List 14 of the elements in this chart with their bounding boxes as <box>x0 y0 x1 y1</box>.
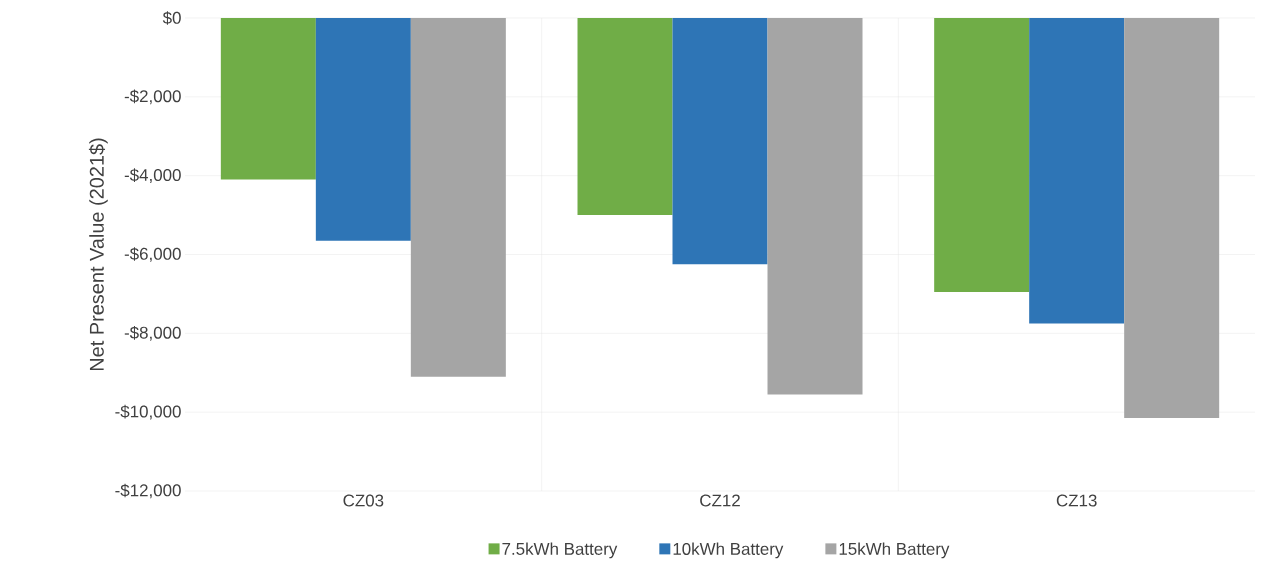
y-axis-title: Net Present Value (2021$) <box>88 138 108 371</box>
y-tick-label: -$4,000 <box>124 168 181 184</box>
x-tick-label: CZ03 <box>343 494 384 507</box>
x-tick-label: CZ13 <box>1056 494 1097 507</box>
x-tick-label: CZ12 <box>700 494 740 507</box>
legend-label: 7.5kWh Battery <box>502 542 618 559</box>
y-tick-label: -$8,000 <box>124 325 181 341</box>
y-tick-label: -$6,000 <box>124 247 181 262</box>
legend-label: 15kWh Battery <box>839 542 950 559</box>
legend-label: 10kWh Battery <box>673 542 784 559</box>
y-tick-label: $0 <box>162 11 181 25</box>
y-tick-label: -$2,000 <box>124 89 181 105</box>
y-tick-label: -$12,000 <box>115 483 181 499</box>
y-tick-label: -$10,000 <box>115 404 181 420</box>
